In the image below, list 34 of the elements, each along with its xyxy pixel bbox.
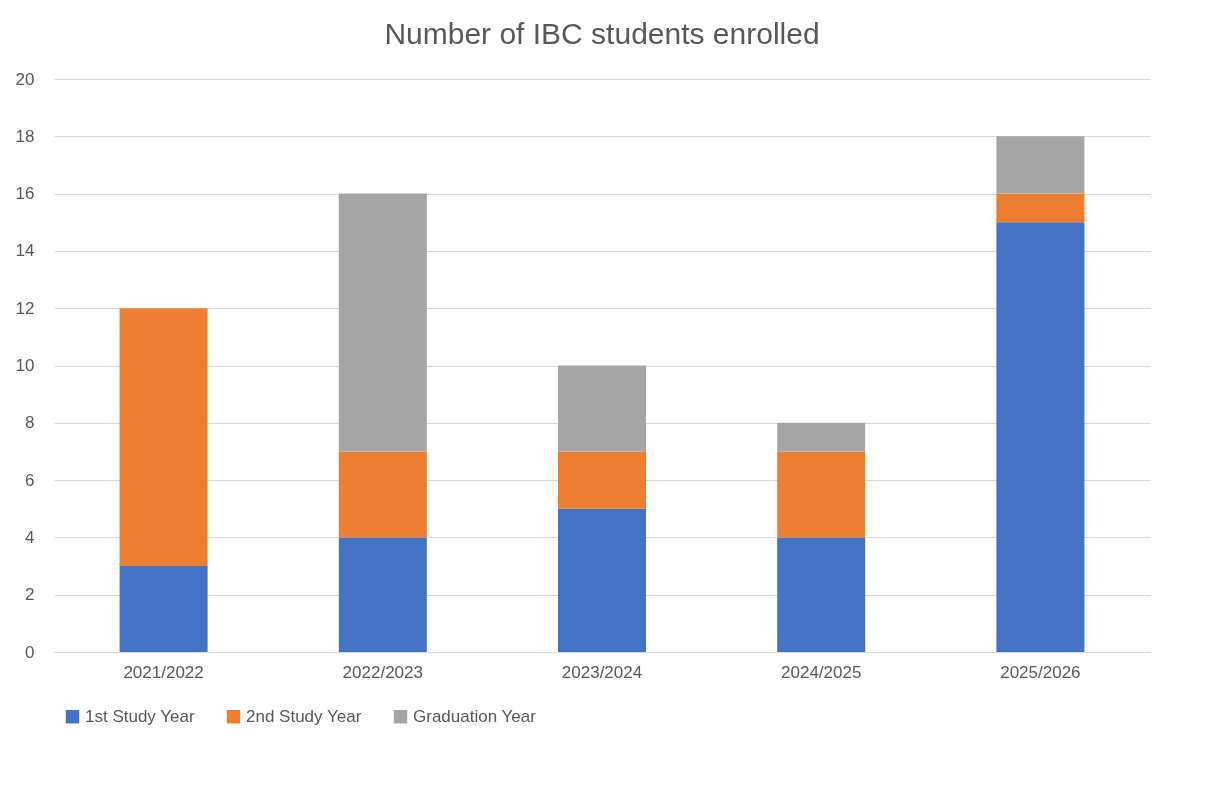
y-tick-label: 10 (15, 356, 35, 375)
legend-label: 2nd Study Year (246, 706, 362, 726)
bar (338, 451, 427, 538)
chart-title: Number of IBC students enrolled (384, 17, 820, 50)
bar (338, 537, 427, 652)
legend-label: Graduation Year (413, 706, 537, 726)
y-tick-label: 18 (15, 126, 35, 146)
bar (996, 193, 1085, 223)
y-tick-label: 8 (25, 413, 35, 433)
x-tick-label: 2023/2024 (561, 662, 643, 682)
bar (338, 193, 427, 452)
bar (119, 308, 208, 567)
bar (996, 136, 1085, 194)
x-tick-label: 2025/2026 (1000, 662, 1081, 682)
legend-label: 1st Study Year (85, 706, 195, 726)
bar (558, 451, 646, 509)
bar (777, 422, 866, 452)
y-tick-label: 20 (15, 69, 35, 89)
bar (119, 566, 208, 652)
bar (558, 365, 646, 452)
y-tick-label: 4 (25, 527, 35, 547)
bar (996, 222, 1085, 652)
x-tick-label: 2024/2025 (781, 662, 862, 682)
y-tick-label: 0 (25, 642, 35, 662)
x-tick-label: 2021/2022 (123, 662, 204, 682)
y-tick-label: 14 (15, 241, 35, 261)
bar (777, 537, 866, 652)
x-tick-label: 2022/2023 (342, 662, 423, 682)
y-tick-label: 6 (25, 470, 35, 490)
y-tick-label: 12 (15, 298, 35, 318)
y-tick-label: 16 (15, 184, 35, 204)
y-tick-label: 2 (25, 585, 35, 605)
bar (777, 451, 866, 538)
bar (558, 508, 646, 652)
